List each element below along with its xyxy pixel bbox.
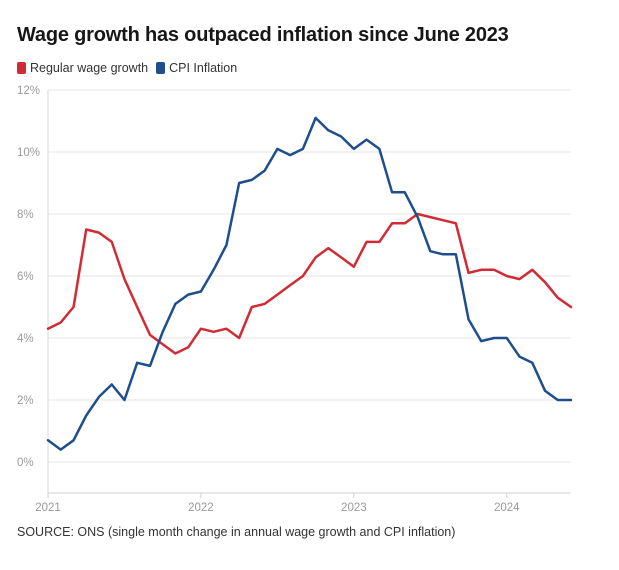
line-chart: 12% 10% 8% 6% 4% 2% 0% 2021 2022 2023 2024: [17, 85, 573, 514]
chart-title: Wage growth has outpaced inflation since…: [17, 24, 509, 46]
gridlines: [48, 89, 571, 463]
legend-label-cpi: CPI Inflation: [169, 61, 238, 75]
x-tick-label: 2024: [494, 502, 520, 514]
y-tick-label: 10%: [17, 147, 40, 159]
cpi-inflation-line: [46, 116, 573, 451]
chart-legend: Regular wage growth CPI Inflation: [17, 61, 245, 75]
y-tick-label: 4%: [17, 333, 34, 345]
source-note: SOURCE: ONS (single month change in annu…: [17, 525, 456, 539]
wage-growth-line: [46, 212, 573, 355]
x-tick-label: 2022: [188, 502, 214, 514]
legend-item-cpi: CPI Inflation: [156, 61, 237, 75]
y-tick-label: 12%: [17, 85, 40, 97]
legend-swatch-cpi: [156, 62, 166, 74]
y-tick-label: 0%: [17, 457, 34, 469]
x-tick-label: 2021: [35, 502, 61, 514]
x-tick-label: 2023: [341, 502, 367, 514]
y-tick-label: 2%: [17, 395, 34, 407]
y-tick-label: 8%: [17, 209, 34, 221]
legend-item-wage: Regular wage growth: [17, 61, 148, 75]
legend-swatch-wage: [17, 62, 26, 74]
legend-label-wage: Regular wage growth: [30, 61, 149, 75]
series-lines: [46, 116, 573, 451]
axes: 12% 10% 8% 6% 4% 2% 0% 2021 2022 2023 2024: [17, 85, 571, 514]
y-tick-label: 6%: [17, 271, 34, 283]
